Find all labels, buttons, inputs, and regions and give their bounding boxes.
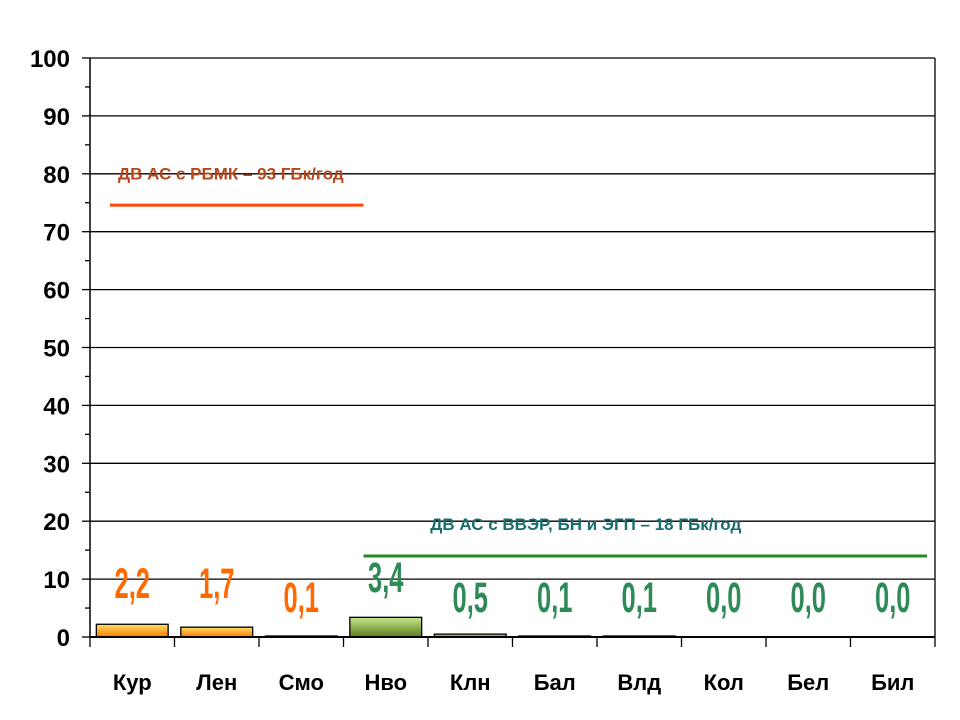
reference-line-label: ДВ АС с ВВЭР, БН и ЭГП – 18 ГБк/год (430, 515, 741, 534)
data-label: 1,7 (199, 560, 234, 607)
x-tick-label: Кол (704, 670, 744, 695)
x-tick-label: Лен (196, 670, 237, 695)
x-tick-label: Клн (450, 670, 491, 695)
data-label: 3,4 (368, 554, 404, 601)
gridlines (90, 57, 935, 580)
y-tick-label: 100 (30, 46, 70, 73)
data-label: 0,1 (622, 574, 657, 621)
x-tick-label: Смо (279, 670, 324, 695)
x-tick-label: Нво (364, 670, 407, 695)
y-tick-label: 70 (43, 220, 70, 247)
reference-line-label: ДВ АС с РБМК – 93 ГБк/год (118, 165, 344, 184)
y-tick-label: 0 (57, 625, 70, 652)
y-tick-label: 50 (43, 336, 70, 363)
data-labels: 2,2 1,7 0,1 3,4 0,5 0,1 0,1 0,0 0,0 0,0 (115, 554, 911, 621)
axes: 0 10 20 30 40 50 60 70 80 90 100 Кур Лен Смо Нво Клн Бал… (30, 46, 936, 695)
x-tick-label: Кур (113, 670, 152, 695)
reference-lines: ДВ АС с РБМК – 93 ГБк/год ДВ АС с ВВЭР, Б… (110, 165, 927, 558)
y-tick-label: 80 (43, 162, 70, 189)
bar (95, 623, 169, 638)
y-tick-label: 20 (43, 509, 70, 536)
data-label: 0,0 (875, 574, 910, 621)
data-label: 0,0 (706, 574, 741, 621)
data-label: 0,0 (791, 574, 826, 621)
data-label: 2,2 (115, 560, 150, 607)
bar (349, 616, 423, 638)
data-label: 0,1 (284, 574, 319, 621)
y-tick-label: 40 (43, 393, 70, 420)
x-tick-label: Бил (871, 670, 914, 695)
y-tick-label: 90 (43, 104, 70, 131)
data-label: 0,5 (453, 574, 488, 621)
y-tick-label: 30 (43, 451, 70, 478)
x-tick-label: Влд (617, 670, 661, 695)
y-tick-label: 60 (43, 278, 70, 305)
x-tick-label: Бел (787, 670, 829, 695)
bar (180, 626, 254, 638)
bars (95, 616, 676, 638)
x-tick-label: Бал (534, 670, 576, 695)
data-label: 0,1 (537, 574, 572, 621)
y-tick-label: 10 (43, 567, 70, 594)
